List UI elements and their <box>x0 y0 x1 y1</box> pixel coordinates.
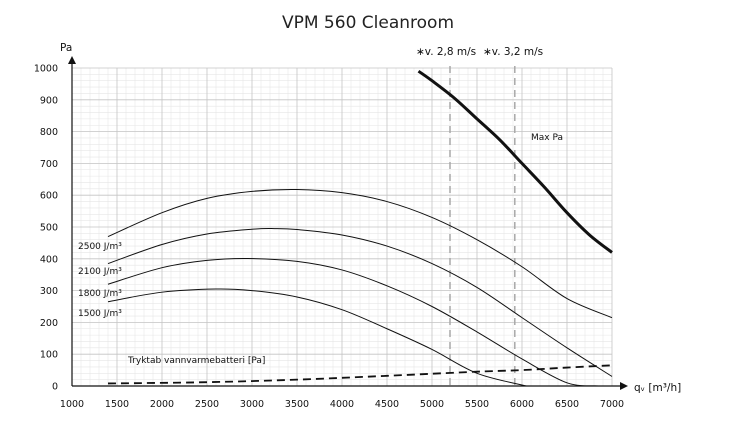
y-tick-label: 800 <box>40 127 58 138</box>
y-tick-label: 200 <box>40 318 58 329</box>
velocity-reference-label: ∗v. 3,2 m/s <box>483 46 543 58</box>
series-line <box>107 228 613 377</box>
curve-label: Max Pa <box>531 133 563 143</box>
curve-label: 2500 J/m³ <box>78 242 122 252</box>
x-tick-label: 4000 <box>330 399 354 410</box>
axes <box>68 56 628 390</box>
x-tick-label: 7000 <box>600 399 624 410</box>
y-tick-label: 0 <box>52 382 58 393</box>
y-axis-arrow <box>68 56 76 64</box>
x-tick-label: 6000 <box>510 399 534 410</box>
x-tick-label: 3500 <box>285 399 309 410</box>
curve-labels: 2500 J/m³ 2100 J/m³ 1800 J/m³ 1500 J/m³ Max … <box>78 133 563 366</box>
y-tick-label: 400 <box>40 254 58 265</box>
y-tick-label: 500 <box>40 223 58 234</box>
x-tick-label: 6500 <box>555 399 579 410</box>
y-tick-label: 600 <box>40 191 58 202</box>
y-tick-label: 1000 <box>34 64 58 75</box>
chart-title: VPM 560 Cleanroom <box>282 13 454 33</box>
velocity-reference-label: ∗v. 2,8 m/s <box>416 46 476 58</box>
y-tick-label: 300 <box>40 286 58 297</box>
x-tick-label: 2000 <box>150 399 174 410</box>
series-line <box>417 69 613 254</box>
curve-label: 1500 J/m³ <box>78 309 122 319</box>
x-axis-arrow <box>620 382 628 390</box>
x-tick-label: 3000 <box>240 399 264 410</box>
series-line <box>107 288 527 387</box>
curve-label: 2100 J/m³ <box>78 267 122 277</box>
x-axis-label: qᵥ [m³/h] <box>634 382 681 394</box>
curves <box>107 69 613 387</box>
curve-label: Tryktab vannvarmebatteri [Pa] <box>127 356 265 366</box>
curve-label: 1800 J/m³ <box>78 289 122 299</box>
x-tick-label: 1000 <box>60 399 84 410</box>
tick-labels: 1000 1500 2000 2500 3000 3500 4000 4500 5000 5500… <box>34 64 624 411</box>
x-tick-label: 5500 <box>465 399 489 410</box>
x-tick-label: 4500 <box>375 399 399 410</box>
series-line <box>107 257 599 387</box>
series-line <box>107 364 613 385</box>
x-tick-label: 1500 <box>105 399 129 410</box>
y-tick-label: 700 <box>40 159 58 170</box>
x-tick-label: 2500 <box>195 399 219 410</box>
y-axis-label: Pa <box>60 42 72 54</box>
y-tick-label: 900 <box>40 95 58 106</box>
series-line <box>107 188 613 319</box>
x-tick-label: 5000 <box>420 399 444 410</box>
y-tick-label: 100 <box>40 350 58 361</box>
